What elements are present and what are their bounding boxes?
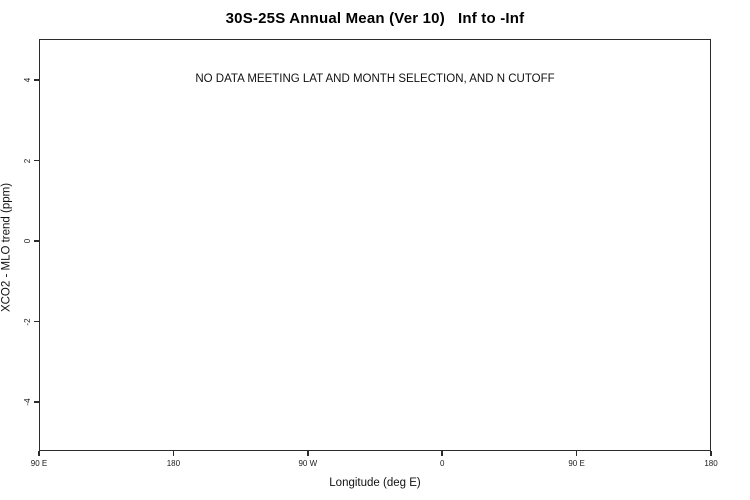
y-tick-mark — [34, 159, 39, 162]
x-tick-mark — [575, 451, 578, 456]
y-tick-label: -4 — [23, 398, 32, 406]
y-tick-label: -2 — [23, 317, 32, 326]
x-tick-mark — [441, 451, 443, 456]
y-tick-label: 0 — [23, 238, 32, 244]
x-tick-mark — [710, 451, 712, 456]
no-data-message: NO DATA MEETING LAT AND MONTH SELECTION,… — [195, 73, 555, 85]
x-tick-label: 90 E — [568, 459, 585, 468]
x-tick-mark — [38, 451, 40, 456]
y-axis-label: XCO2 - MLO trend (ppm) — [0, 182, 13, 313]
x-tick-label: 0 — [439, 459, 445, 468]
x-axis-label: Longitude (deg E) — [329, 477, 421, 489]
y-tick-mark — [34, 401, 39, 403]
x-tick-label: 180 — [166, 459, 181, 468]
y-tick-mark — [34, 320, 39, 323]
y-tick-mark — [34, 240, 39, 242]
y-tick-label: 2 — [23, 158, 32, 163]
y-tick-mark — [34, 79, 39, 81]
x-tick-label: 90 E — [30, 459, 48, 468]
x-tick-mark — [307, 451, 309, 456]
x-tick-label: 180 — [704, 459, 718, 468]
chart-title: 30S-25S Annual Mean (Ver 10) Inf to -Inf — [225, 10, 525, 27]
x-tick-label: 90 W — [298, 459, 318, 468]
y-tick-label: 4 — [23, 77, 32, 83]
plot-area — [39, 39, 711, 451]
x-tick-mark — [172, 451, 175, 456]
